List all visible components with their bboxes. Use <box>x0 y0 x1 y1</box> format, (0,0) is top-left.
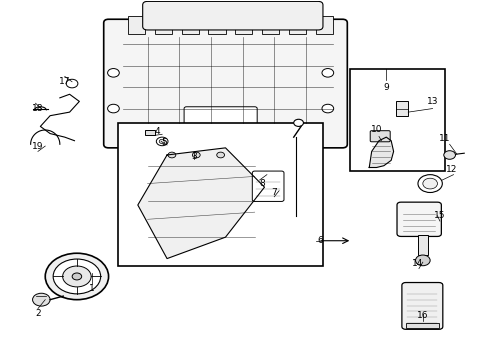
Bar <box>128 16 145 33</box>
Text: 14: 14 <box>412 260 424 269</box>
Text: 4: 4 <box>154 127 160 136</box>
Text: 17: 17 <box>59 77 71 86</box>
Bar <box>118 123 323 266</box>
Bar <box>406 323 439 328</box>
Text: 1: 1 <box>89 284 95 293</box>
Circle shape <box>322 68 334 77</box>
Text: 8: 8 <box>259 179 265 188</box>
Text: 11: 11 <box>439 134 450 143</box>
Circle shape <box>418 175 442 193</box>
Text: 2: 2 <box>35 310 41 319</box>
Circle shape <box>156 137 168 146</box>
Text: 5: 5 <box>162 138 168 147</box>
Bar <box>182 16 199 33</box>
Text: 3: 3 <box>191 152 196 161</box>
Circle shape <box>423 178 438 189</box>
Bar <box>418 235 428 255</box>
Text: 18: 18 <box>32 104 44 113</box>
FancyBboxPatch shape <box>397 202 441 237</box>
Circle shape <box>53 259 100 294</box>
Bar <box>350 69 445 171</box>
Circle shape <box>217 152 224 158</box>
FancyBboxPatch shape <box>252 171 284 202</box>
Text: 15: 15 <box>434 211 445 220</box>
FancyBboxPatch shape <box>184 107 257 139</box>
Text: 7: 7 <box>271 188 277 197</box>
Text: 9: 9 <box>383 83 389 92</box>
Polygon shape <box>369 137 393 167</box>
Circle shape <box>63 266 91 287</box>
FancyBboxPatch shape <box>143 1 323 30</box>
Bar <box>289 16 306 33</box>
Circle shape <box>66 79 78 88</box>
Text: 6: 6 <box>318 236 323 245</box>
Circle shape <box>45 253 109 300</box>
Text: 13: 13 <box>427 97 439 106</box>
Bar <box>235 16 252 33</box>
Circle shape <box>193 152 200 158</box>
Text: 19: 19 <box>32 141 44 150</box>
Circle shape <box>108 104 119 113</box>
Circle shape <box>72 273 82 280</box>
Text: 16: 16 <box>417 311 429 320</box>
Bar <box>262 16 279 33</box>
FancyBboxPatch shape <box>402 283 443 329</box>
Bar <box>155 16 172 33</box>
Circle shape <box>322 104 334 113</box>
FancyBboxPatch shape <box>370 131 390 142</box>
Text: 10: 10 <box>371 126 382 135</box>
FancyBboxPatch shape <box>104 19 347 148</box>
Bar <box>316 16 333 33</box>
Text: 12: 12 <box>446 165 458 174</box>
Circle shape <box>444 151 456 159</box>
Bar <box>208 16 225 33</box>
Circle shape <box>32 293 50 306</box>
Circle shape <box>294 119 303 126</box>
Circle shape <box>416 255 430 266</box>
Bar <box>145 130 155 135</box>
Circle shape <box>168 152 176 158</box>
Polygon shape <box>138 148 265 258</box>
Bar <box>396 102 408 116</box>
Circle shape <box>159 139 165 144</box>
Circle shape <box>108 68 119 77</box>
